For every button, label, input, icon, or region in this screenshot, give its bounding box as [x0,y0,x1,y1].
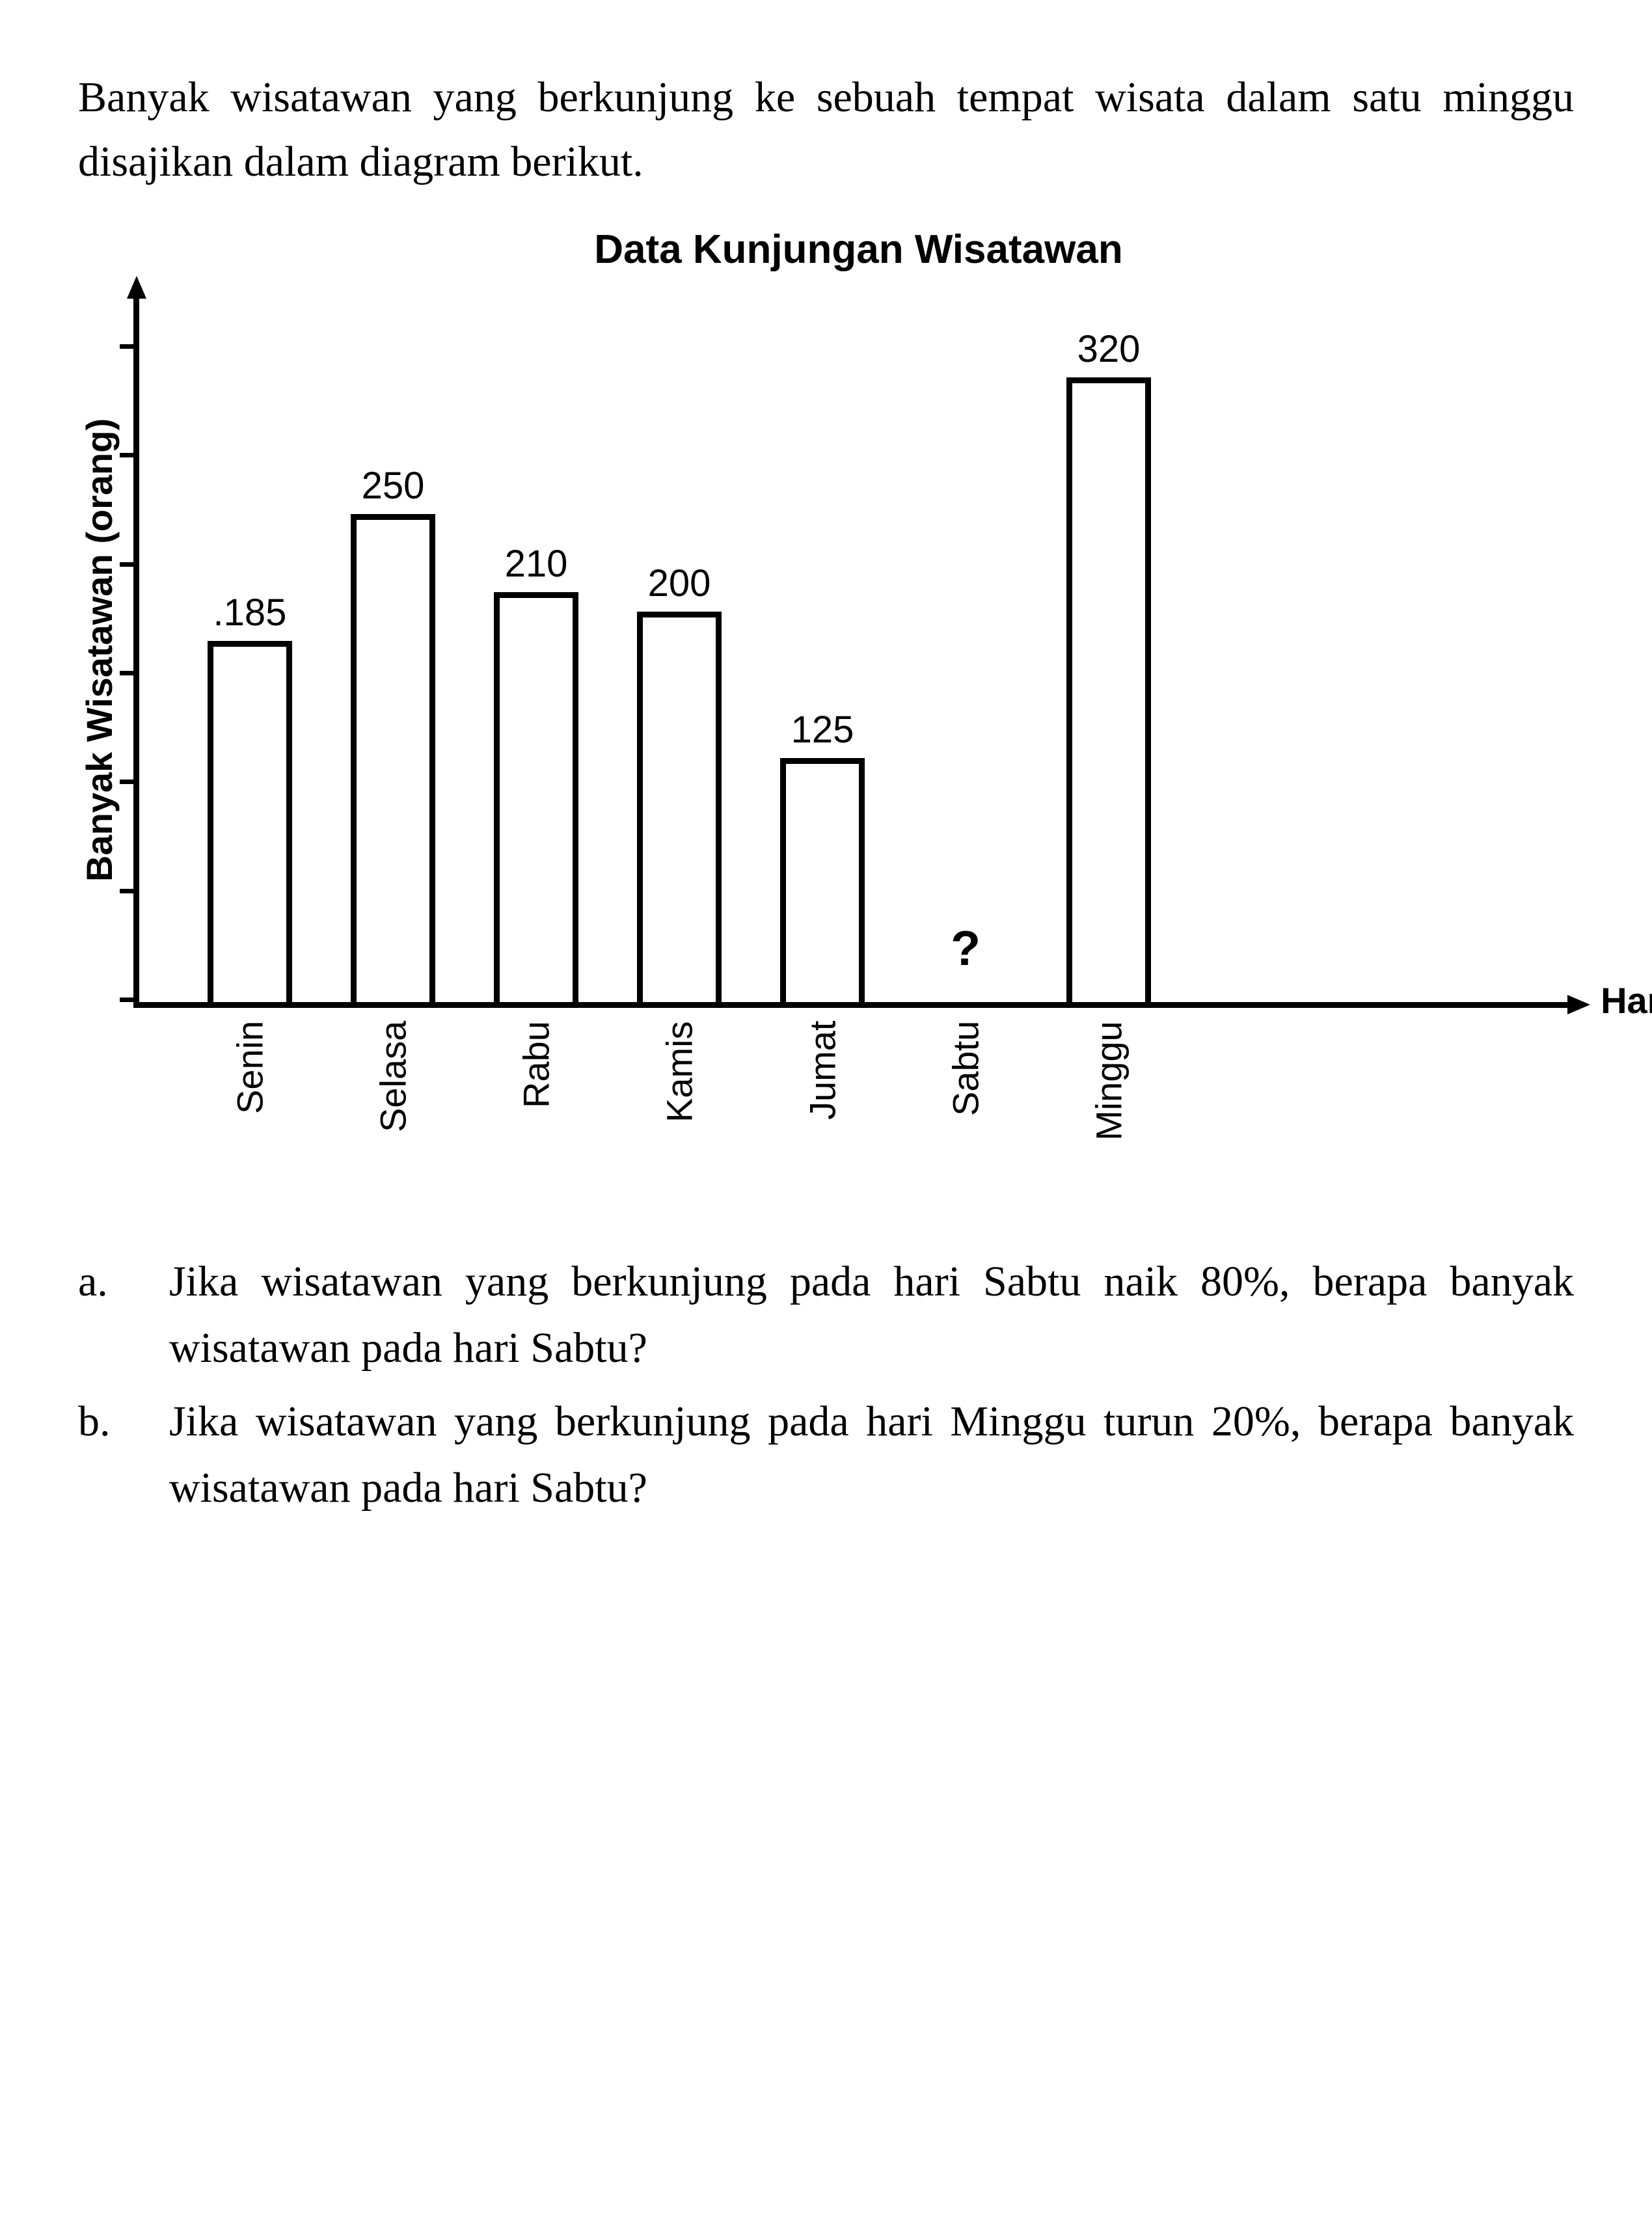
x-axis-arrow-icon [1567,995,1590,1014]
intro-text: Banyak wisatawan yang berkunjung ke sebu… [78,65,1574,194]
bar-value-label: 320 [1077,327,1141,371]
bar-value-label: 250 [362,464,425,508]
x-axis-category-label: Jumat [770,1021,874,1171]
questions-section: a.Jika wisatawan yang berkunjung pada ha… [78,1249,1574,1521]
y-tick [120,671,139,675]
y-axis-label: Banyak Wisatawan (orang) [78,292,120,1008]
bar-group: .185 [198,591,302,1002]
chart-container: Banyak Wisatawan (orang) Hari .185250210… [78,292,1574,1171]
x-axis-category-label: Rabu [484,1021,588,1171]
y-axis-ticks [120,292,139,1002]
y-tick [120,889,139,893]
chart-title: Data Kunjungan Wisatawan [143,226,1574,273]
bar-group: 250 [341,464,445,1002]
question-text: Jika wisatawan yang berkunjung pada hari… [169,1249,1574,1382]
x-axis-category-label: Sabtu [914,1021,1018,1171]
x-axis-label: Hari [1601,979,1652,1022]
y-tick [120,780,139,784]
bar [1066,377,1151,1002]
question-letter: b. [78,1389,169,1522]
bar [351,514,435,1002]
bar-value-label: 125 [791,708,854,752]
bar-value-label: .185 [213,591,287,634]
x-axis-category-label: Minggu [1057,1021,1161,1171]
question-item: a.Jika wisatawan yang berkunjung pada ha… [78,1249,1574,1382]
x-axis-category-label: Senin [198,1021,302,1171]
question-mark-icon: ? [951,920,981,976]
bar-group: 210 [484,542,588,1002]
bar [208,641,292,1002]
question-letter: a. [78,1249,169,1382]
question-text: Jika wisatawan yang berkunjung pada hari… [169,1389,1574,1522]
question-item: b.Jika wisatawan yang berkunjung pada ha… [78,1389,1574,1522]
bar-group: 320 [1057,327,1161,1002]
y-tick [120,344,139,349]
y-tick [120,997,139,1002]
chart-area: Hari .185250210200125?320 SeninSelasaRab… [133,292,1574,1171]
x-axis-category-label: Selasa [341,1021,445,1171]
bar [780,758,865,1002]
bar-value-label: 210 [505,542,568,586]
plot-area: Hari .185250210200125?320 [133,292,1574,1008]
x-axis-labels: Senin Selasa Rabu Kamis Jumat Sabtu Minggu [139,1008,1574,1171]
bar-value-label: 200 [648,562,711,605]
bar [637,612,722,1002]
x-axis-category-label: Kamis [627,1021,731,1171]
y-tick [120,453,139,457]
y-tick [120,562,139,567]
bar [494,592,578,1002]
bar-group: 200 [627,562,731,1002]
bar-group: ? [914,872,1018,1002]
bar-group: 125 [770,708,874,1002]
